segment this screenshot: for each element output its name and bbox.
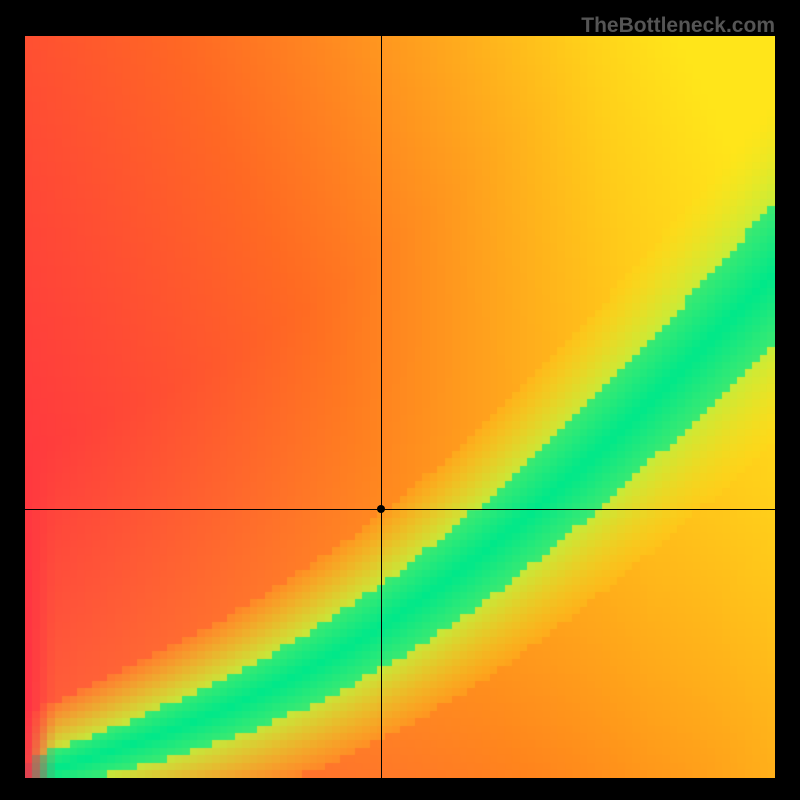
crosshair-vertical (381, 36, 382, 778)
crosshair-horizontal (25, 509, 775, 510)
watermark-text: TheBottleneck.com (581, 14, 775, 38)
crosshair-marker (377, 505, 385, 513)
heatmap-canvas (25, 36, 775, 778)
heatmap-plot (25, 36, 775, 778)
